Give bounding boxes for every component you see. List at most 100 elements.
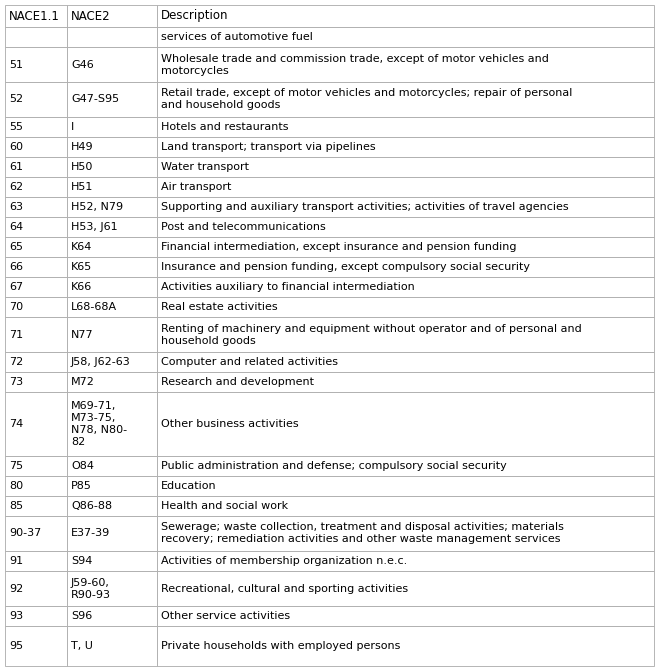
Text: Water transport: Water transport [161, 162, 249, 172]
Bar [157, 277, 654, 297]
Bar [157, 496, 654, 516]
Text: services of automotive fuel: services of automotive fuel [161, 32, 313, 42]
Bar [67, 372, 157, 392]
Text: Land transport; transport via pipelines: Land transport; transport via pipelines [161, 142, 376, 152]
Text: N77: N77 [71, 329, 93, 340]
Text: 74: 74 [9, 419, 23, 429]
Bar [67, 82, 157, 117]
Text: Activities auxiliary to financial intermediation: Activities auxiliary to financial interm… [161, 282, 415, 292]
Bar [67, 197, 157, 217]
Text: H50: H50 [71, 162, 93, 172]
Bar [157, 257, 654, 277]
Bar [157, 476, 654, 496]
Bar [67, 47, 157, 82]
Bar [5, 516, 67, 551]
Text: S94: S94 [71, 556, 92, 566]
Text: G46: G46 [71, 60, 93, 70]
Bar [157, 297, 654, 317]
Bar [157, 82, 654, 117]
Bar [5, 297, 67, 317]
Text: Real estate activities: Real estate activities [161, 302, 278, 312]
Bar [157, 626, 654, 666]
Text: Activities of membership organization n.e.c.: Activities of membership organization n.… [161, 556, 407, 566]
Bar [157, 5, 654, 27]
Text: K65: K65 [71, 262, 92, 272]
Text: K64: K64 [71, 242, 92, 252]
Bar [67, 352, 157, 372]
Bar [157, 27, 654, 47]
Bar [67, 237, 157, 257]
Bar [157, 117, 654, 137]
Bar [67, 516, 157, 551]
Text: Computer and related activities: Computer and related activities [161, 357, 338, 367]
Bar [5, 277, 67, 297]
Bar [157, 606, 654, 626]
Text: M72: M72 [71, 377, 95, 387]
Bar [67, 177, 157, 197]
Text: L68-68A: L68-68A [71, 302, 117, 312]
Bar [67, 317, 157, 352]
Text: 66: 66 [9, 262, 23, 272]
Bar [67, 137, 157, 157]
Text: E37-39: E37-39 [71, 529, 111, 539]
Bar [67, 606, 157, 626]
Bar [157, 571, 654, 606]
Text: 71: 71 [9, 329, 23, 340]
Text: 51: 51 [9, 60, 23, 70]
Bar [67, 27, 157, 47]
Text: J58, J62-63: J58, J62-63 [71, 357, 131, 367]
Text: Retail trade, except of motor vehicles and motorcycles; repair of personal
and h: Retail trade, except of motor vehicles a… [161, 89, 572, 111]
Text: Renting of machinery and equipment without operator and of personal and
househol: Renting of machinery and equipment witho… [161, 323, 582, 346]
Text: H49: H49 [71, 142, 93, 152]
Bar [157, 197, 654, 217]
Text: 61: 61 [9, 162, 23, 172]
Bar [67, 496, 157, 516]
Text: 92: 92 [9, 584, 23, 594]
Text: P85: P85 [71, 481, 92, 491]
Bar [157, 352, 654, 372]
Text: 91: 91 [9, 556, 23, 566]
Text: 62: 62 [9, 182, 23, 192]
Bar [67, 277, 157, 297]
Bar [157, 317, 654, 352]
Text: 75: 75 [9, 461, 23, 471]
Text: Recreational, cultural and sporting activities: Recreational, cultural and sporting acti… [161, 584, 408, 594]
Bar [157, 137, 654, 157]
Text: Air transport: Air transport [161, 182, 232, 192]
Bar [5, 352, 67, 372]
Bar [157, 551, 654, 571]
Bar [5, 197, 67, 217]
Text: 95: 95 [9, 641, 23, 651]
Bar [67, 551, 157, 571]
Text: Sewerage; waste collection, treatment and disposal activities; materials
recover: Sewerage; waste collection, treatment an… [161, 523, 564, 544]
Text: Supporting and auxiliary transport activities; activities of travel agencies: Supporting and auxiliary transport activ… [161, 202, 569, 212]
Text: 70: 70 [9, 302, 23, 312]
Bar [5, 456, 67, 476]
Bar [67, 117, 157, 137]
Text: S96: S96 [71, 611, 92, 621]
Text: Q86-88: Q86-88 [71, 501, 112, 511]
Bar [5, 47, 67, 82]
Text: 64: 64 [9, 222, 23, 232]
Text: Hotels and restaurants: Hotels and restaurants [161, 122, 288, 132]
Bar [5, 372, 67, 392]
Bar [157, 516, 654, 551]
Text: Post and telecommunications: Post and telecommunications [161, 222, 326, 232]
Bar [5, 392, 67, 456]
Text: T, U: T, U [71, 641, 93, 651]
Text: 60: 60 [9, 142, 23, 152]
Bar [5, 237, 67, 257]
Text: Financial intermediation, except insurance and pension funding: Financial intermediation, except insuran… [161, 242, 517, 252]
Text: Private households with employed persons: Private households with employed persons [161, 641, 400, 651]
Bar [5, 5, 67, 27]
Text: 73: 73 [9, 377, 23, 387]
Bar [67, 5, 157, 27]
Bar [5, 82, 67, 117]
Text: O84: O84 [71, 461, 94, 471]
Bar [5, 137, 67, 157]
Bar [5, 157, 67, 177]
Text: NACE2: NACE2 [71, 9, 111, 23]
Bar [67, 297, 157, 317]
Bar [5, 571, 67, 606]
Text: 80: 80 [9, 481, 23, 491]
